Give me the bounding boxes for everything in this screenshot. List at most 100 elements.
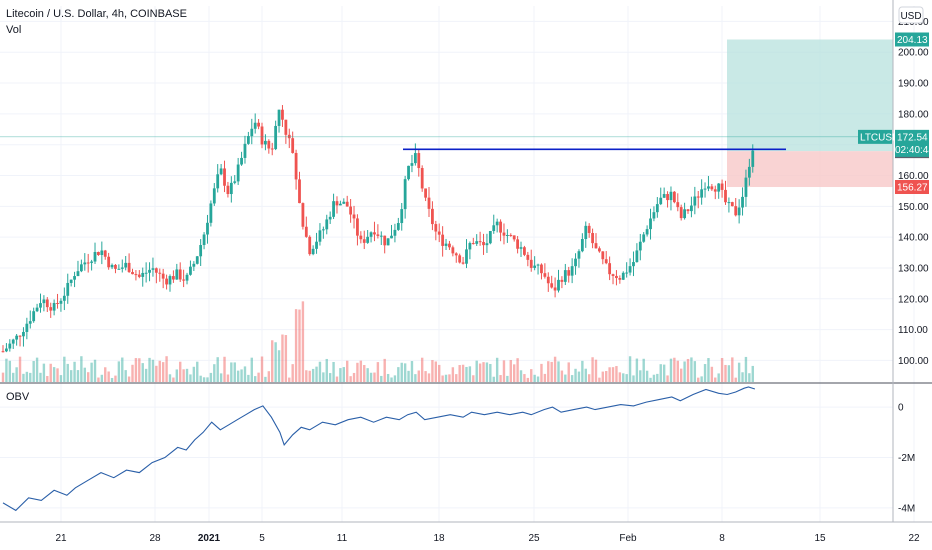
volume-bar xyxy=(213,364,216,382)
volume-bar xyxy=(155,365,158,382)
candle-body xyxy=(710,186,714,190)
volume-bar xyxy=(513,364,516,382)
volume-bar xyxy=(250,357,253,382)
candle-body xyxy=(448,243,451,248)
candle-body xyxy=(321,229,325,231)
volume-bar xyxy=(475,360,478,382)
candle-body xyxy=(8,343,12,349)
volume-bar xyxy=(455,374,458,382)
candle-body xyxy=(127,262,131,273)
candle-body xyxy=(669,191,673,201)
candle-body xyxy=(62,295,66,301)
obv-label: OBV xyxy=(6,391,30,403)
volume-bar xyxy=(724,364,727,382)
countdown-label: 02:40:44 xyxy=(895,145,932,156)
y-tick-label: 130.00 xyxy=(898,263,929,274)
candle-body xyxy=(18,335,22,337)
volume-bar xyxy=(407,370,410,382)
candle-body xyxy=(45,299,49,308)
volume-bar xyxy=(639,370,642,382)
volume-bar xyxy=(301,301,305,382)
volume-bar xyxy=(591,357,594,382)
volume-bar xyxy=(652,374,656,382)
stop-price-badge xyxy=(895,180,929,195)
volume-bar xyxy=(22,373,25,382)
volume-bar xyxy=(403,363,407,382)
candle-body xyxy=(260,126,264,145)
currency-button[interactable]: USD xyxy=(898,6,924,24)
volume-bar xyxy=(318,361,322,382)
candle-body xyxy=(243,143,247,158)
candle-body xyxy=(601,251,605,260)
volume-bar xyxy=(635,358,639,382)
candle-body xyxy=(700,189,704,198)
volume-bar xyxy=(107,371,110,382)
volume-bar xyxy=(219,373,223,382)
candle-body xyxy=(727,202,731,204)
candle-body xyxy=(482,241,485,246)
volume-bar xyxy=(144,368,148,382)
volume-bar xyxy=(509,360,512,382)
candle-body xyxy=(390,235,393,239)
volume-bar xyxy=(465,366,468,382)
candle-body xyxy=(178,269,182,280)
volume-bar xyxy=(642,358,645,382)
volume-bar xyxy=(662,364,666,382)
obv-tick-label: -2M xyxy=(898,453,915,464)
volume-bar xyxy=(25,371,29,382)
volume-bars xyxy=(1,301,754,382)
candle-body xyxy=(662,194,666,198)
volume-bar xyxy=(536,376,540,382)
candle-body xyxy=(103,250,107,257)
candle-body xyxy=(311,248,315,255)
volume-bar xyxy=(567,362,570,382)
volume-bar xyxy=(731,357,734,382)
candle-body xyxy=(284,119,288,135)
candle-body xyxy=(35,307,39,312)
candle-body xyxy=(403,179,407,210)
candle-body xyxy=(557,279,560,291)
volume-bar xyxy=(52,367,56,382)
volume-bar xyxy=(526,377,530,382)
y-tick-label: 200.00 xyxy=(898,48,929,59)
candle-body xyxy=(107,256,111,268)
candle-body xyxy=(546,276,550,284)
candle-body xyxy=(580,238,584,252)
candle-body xyxy=(730,202,734,207)
candle-body xyxy=(277,109,281,126)
volume-bar xyxy=(393,375,397,382)
candle-body xyxy=(747,166,751,178)
volume-bar xyxy=(608,367,611,382)
candle-body xyxy=(315,241,318,249)
volume-bar xyxy=(328,373,332,382)
candle-body xyxy=(141,272,145,277)
volume-bar xyxy=(311,368,315,382)
volume-bar xyxy=(468,366,472,382)
volume-bar xyxy=(202,377,206,382)
volume-bar xyxy=(179,361,182,382)
candle-body xyxy=(110,264,114,268)
volume-bar xyxy=(645,370,649,382)
volume-bar xyxy=(625,374,628,382)
volume-bar xyxy=(260,356,264,382)
volume-bar xyxy=(298,309,301,382)
candle-body xyxy=(373,232,376,235)
volume-bar xyxy=(441,375,444,382)
y-tick-label: 110.00 xyxy=(898,325,928,336)
volume-bar xyxy=(598,377,601,382)
volume-bar xyxy=(737,362,741,382)
volume-bar xyxy=(271,340,274,382)
volume-bar xyxy=(717,373,720,382)
candle-body xyxy=(100,250,104,256)
candle-body xyxy=(437,231,441,235)
volume-bar xyxy=(104,367,107,382)
volume-bar xyxy=(288,377,291,382)
candle-body xyxy=(618,278,622,280)
candle-body xyxy=(536,264,540,266)
candle-body xyxy=(79,264,83,272)
candle-body xyxy=(420,168,424,189)
overlay-lines xyxy=(0,136,893,151)
volume-bar xyxy=(693,361,697,382)
volume-bar xyxy=(35,357,39,382)
volume-bar xyxy=(308,370,311,382)
